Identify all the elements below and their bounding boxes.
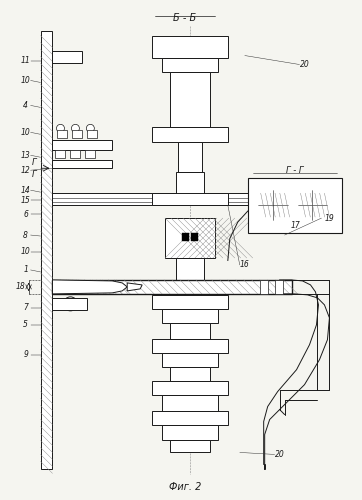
- Text: Г - Г: Г - Г: [286, 166, 304, 174]
- Bar: [87, 130, 97, 138]
- Text: 12: 12: [21, 166, 30, 174]
- Bar: [162, 309, 218, 323]
- Text: 5: 5: [23, 320, 28, 330]
- Bar: [162, 424, 218, 440]
- Bar: [170, 440, 210, 452]
- Bar: [55, 150, 66, 158]
- Polygon shape: [52, 280, 127, 294]
- Circle shape: [251, 183, 295, 227]
- Bar: [152, 410, 228, 424]
- Text: Г: Г: [32, 158, 37, 166]
- Bar: [191, 233, 198, 241]
- Bar: [152, 36, 228, 58]
- Bar: [52, 298, 87, 310]
- Circle shape: [87, 124, 94, 132]
- Bar: [52, 280, 291, 294]
- Bar: [152, 295, 228, 309]
- Bar: [52, 193, 277, 205]
- Bar: [248, 178, 342, 233]
- Bar: [165, 218, 215, 258]
- Bar: [275, 280, 283, 294]
- Bar: [152, 380, 228, 394]
- Text: 9: 9: [23, 350, 28, 359]
- Text: 16: 16: [240, 260, 250, 270]
- Bar: [162, 58, 218, 72]
- Text: Г: Г: [32, 170, 37, 178]
- Bar: [85, 150, 95, 158]
- Bar: [170, 323, 210, 339]
- Bar: [52, 140, 112, 150]
- Bar: [72, 130, 83, 138]
- Text: 20: 20: [275, 450, 285, 459]
- Text: 7: 7: [23, 304, 28, 312]
- Text: 18: 18: [16, 282, 25, 292]
- Bar: [176, 172, 204, 195]
- Text: 17: 17: [290, 220, 300, 230]
- Text: Б - Б: Б - Б: [173, 12, 197, 22]
- Circle shape: [298, 190, 328, 220]
- Bar: [260, 280, 268, 294]
- Text: 11: 11: [21, 56, 30, 65]
- Bar: [170, 366, 210, 380]
- Bar: [176, 258, 204, 280]
- Bar: [170, 72, 210, 128]
- Text: 1: 1: [23, 266, 28, 274]
- Circle shape: [71, 124, 79, 132]
- Bar: [52, 160, 112, 168]
- Circle shape: [56, 124, 64, 132]
- Circle shape: [63, 297, 77, 311]
- Text: 20: 20: [300, 60, 310, 69]
- Bar: [152, 128, 228, 142]
- Text: 8: 8: [23, 230, 28, 239]
- Text: 10: 10: [21, 248, 30, 256]
- Bar: [152, 280, 228, 292]
- Circle shape: [291, 183, 334, 227]
- Text: 4: 4: [23, 101, 28, 110]
- Bar: [178, 142, 202, 172]
- Bar: [162, 394, 218, 410]
- Circle shape: [258, 190, 287, 220]
- Text: 10: 10: [21, 76, 30, 85]
- Bar: [152, 339, 228, 352]
- Text: 14: 14: [21, 186, 30, 194]
- Text: 10: 10: [21, 128, 30, 137]
- Bar: [58, 130, 67, 138]
- Bar: [152, 193, 228, 205]
- Bar: [52, 50, 83, 62]
- Bar: [162, 352, 218, 366]
- Text: 15: 15: [21, 196, 30, 204]
- Bar: [41, 30, 52, 469]
- Polygon shape: [127, 283, 142, 291]
- Bar: [182, 233, 189, 241]
- Bar: [71, 150, 80, 158]
- Text: 6: 6: [23, 210, 28, 218]
- Text: 13: 13: [21, 151, 30, 160]
- Text: 19: 19: [325, 214, 334, 222]
- Text: Фиг. 2: Фиг. 2: [169, 482, 201, 492]
